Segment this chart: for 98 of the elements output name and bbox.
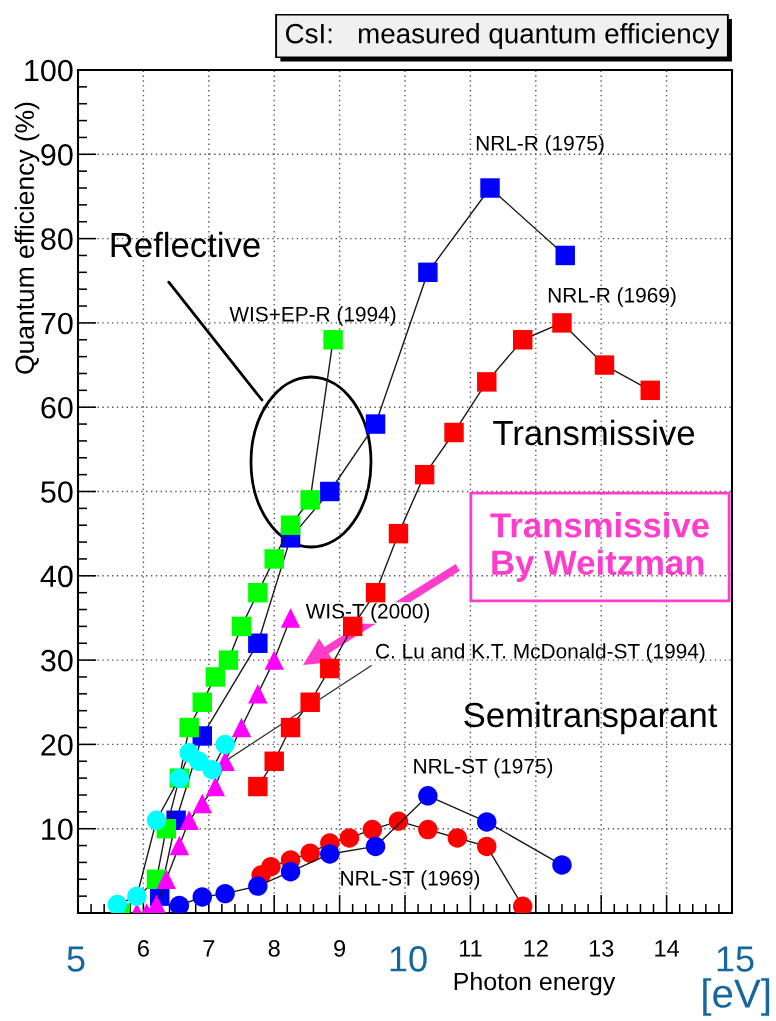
y-axis-title: Quantum efficiency (%) (14, 102, 40, 374)
point (146, 894, 167, 913)
point (248, 776, 268, 797)
point (169, 835, 190, 856)
annotation: Transmissive By Weitzman (490, 512, 709, 582)
text: 5 (67, 946, 85, 972)
point (418, 786, 438, 806)
point (477, 836, 497, 857)
point (552, 313, 572, 333)
point (169, 895, 190, 913)
y-tick-label: 50 (41, 481, 73, 503)
x-tick-label: 9 (334, 940, 346, 957)
point (248, 684, 268, 704)
point (362, 819, 383, 840)
x-tick-label: 8 (268, 940, 280, 957)
y-tick-label: 90 (41, 144, 73, 166)
point (320, 481, 340, 502)
point (248, 633, 268, 653)
x-axis-title: Photon energy (454, 972, 616, 996)
point (156, 869, 177, 889)
point (264, 650, 284, 670)
point (339, 828, 360, 848)
point (414, 464, 435, 485)
point (477, 812, 497, 832)
point (300, 490, 320, 510)
series-label: NRL-R (1969) (548, 287, 676, 307)
point (477, 372, 497, 392)
point (202, 759, 222, 780)
series-label: WIS+EP-R (1994) (229, 306, 396, 326)
point (218, 650, 239, 670)
point (107, 894, 127, 913)
point (280, 608, 301, 628)
point (447, 828, 468, 848)
point (300, 692, 320, 712)
series-label: NRL-R (1975) (476, 135, 604, 155)
point (127, 886, 147, 906)
point (215, 734, 235, 755)
x-tick-label: 6 (138, 940, 149, 957)
x-tick-label: 7 (203, 940, 215, 957)
point (513, 896, 533, 913)
y-tick-label: 70 (41, 312, 73, 335)
point (248, 876, 268, 896)
point (323, 330, 343, 350)
point (192, 692, 212, 712)
text: 10 (390, 946, 427, 972)
point (248, 582, 268, 603)
point (418, 262, 438, 283)
point (552, 855, 572, 875)
point (365, 836, 386, 857)
point (444, 422, 464, 443)
y-tick-label: 20 (41, 734, 73, 756)
point (146, 810, 167, 830)
point (264, 549, 284, 569)
point (280, 515, 301, 535)
series-label: NRL-ST (1975) (414, 758, 553, 778)
x-tick-label: 12 (524, 940, 548, 957)
point (179, 717, 199, 738)
point (205, 776, 226, 797)
text: [eV] (703, 978, 770, 1016)
point (513, 330, 533, 350)
y-tick-label: 30 (41, 649, 73, 672)
point (280, 861, 301, 882)
text: 15 (717, 946, 754, 972)
point (640, 380, 660, 401)
point (205, 667, 226, 687)
point (594, 355, 615, 375)
series-label: NRL-ST (1969) (341, 870, 480, 890)
point (231, 717, 252, 738)
x-tick-label: 13 (589, 940, 614, 957)
point (418, 819, 438, 840)
y-tick-label: 80 (41, 228, 73, 250)
point (179, 810, 199, 830)
annotation: Reflective (111, 231, 260, 258)
point (365, 582, 386, 603)
x-tick-label: 14 (655, 940, 680, 957)
point (264, 751, 284, 771)
point (261, 856, 281, 877)
point (280, 717, 301, 738)
point (320, 844, 340, 864)
point (365, 414, 386, 434)
x-tick-label: 11 (459, 940, 482, 957)
point (320, 658, 340, 679)
annotation: Transmissive (493, 419, 695, 446)
point (300, 843, 320, 863)
point (555, 245, 575, 266)
chart-title: CsI: measured quantum efficiency (285, 23, 720, 49)
y-tick-label: 10 (42, 818, 73, 841)
point (215, 883, 235, 904)
annotation: Semitransparant (464, 701, 718, 735)
point (192, 887, 212, 907)
point (192, 793, 212, 814)
y-tick-label: 60 (41, 396, 73, 419)
point (231, 616, 252, 637)
y-tick-label: 40 (40, 565, 73, 588)
y-tick-label: 100 (25, 59, 73, 82)
text: C. Lu and K.T. McDonald-ST (1994) (376, 643, 705, 663)
point (480, 178, 500, 198)
point (388, 523, 409, 544)
